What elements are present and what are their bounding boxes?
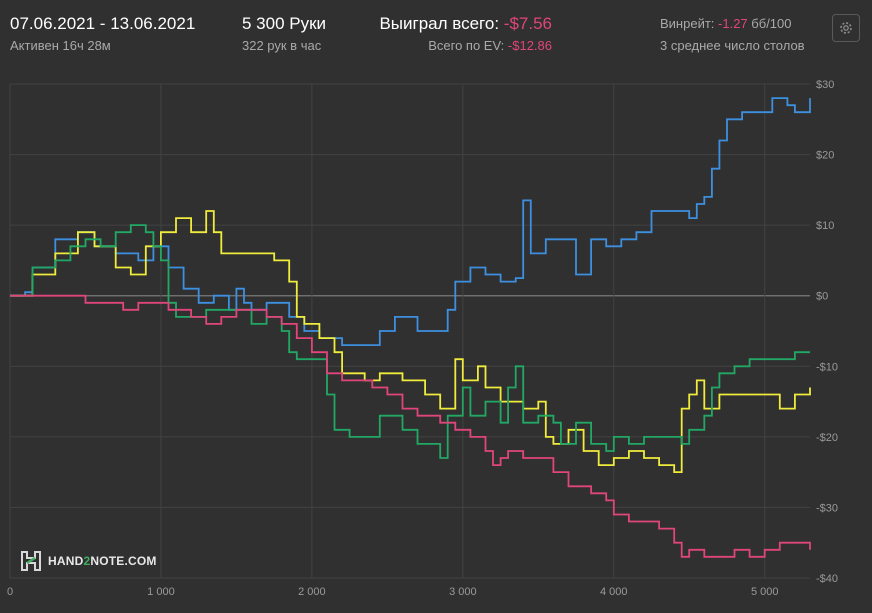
x-tick-label: 1 000 [147,586,175,598]
y-tick-label: $20 [816,150,834,162]
logo-icon [21,551,41,571]
won-label: Выиграл всего: [379,14,500,33]
ev-total: Всего по EV: -$12.86 [428,38,552,53]
winrate: Винрейт: -1.27 бб/100 [660,16,792,31]
x-tick-label: 5 000 [751,586,779,598]
settings-button[interactable] [832,14,860,42]
winrate-value: -1.27 [718,16,748,31]
won-total: Выиграл всего: -$7.56 [379,14,552,34]
avg-tables: 3 среднее число столов [660,38,805,53]
date-range: 07.06.2021 - 13.06.2021 [10,14,196,33]
winrate-unit: бб/100 [751,16,792,31]
gear-icon [840,22,852,34]
x-tick-label: 2 000 [298,586,326,598]
series-line-0 [10,97,811,346]
series-line-1 [10,210,811,473]
x-tick-label: 3 000 [449,586,477,598]
series-line-3 [10,294,811,558]
y-tick-label: -$40 [816,573,838,585]
active-time: Активен 16ч 28м [10,38,111,53]
ev-label: Всего по EV: [428,38,505,53]
winrate-label: Винрейт: [660,16,715,31]
won-value: -$7.56 [503,14,552,33]
y-tick-label: $0 [816,291,828,303]
hands-per-hour: 322 рук в час [242,38,322,53]
y-tick-label: $10 [816,220,834,232]
series-line-2 [10,224,810,459]
y-tick-label: -$20 [816,432,838,444]
y-tick-label: -$10 [816,361,838,373]
x-tick-label: 4 000 [600,586,628,598]
ev-value: -$12.86 [507,38,552,53]
x-tick-label: 0 [7,586,13,598]
logo: HAND2NOTE.COM [20,550,157,572]
logo-text: HAND2NOTE.COM [48,554,157,568]
hands-count: 5 300 Руки [242,14,327,33]
y-tick-label: -$30 [816,502,838,514]
y-tick-label: $30 [816,79,834,91]
